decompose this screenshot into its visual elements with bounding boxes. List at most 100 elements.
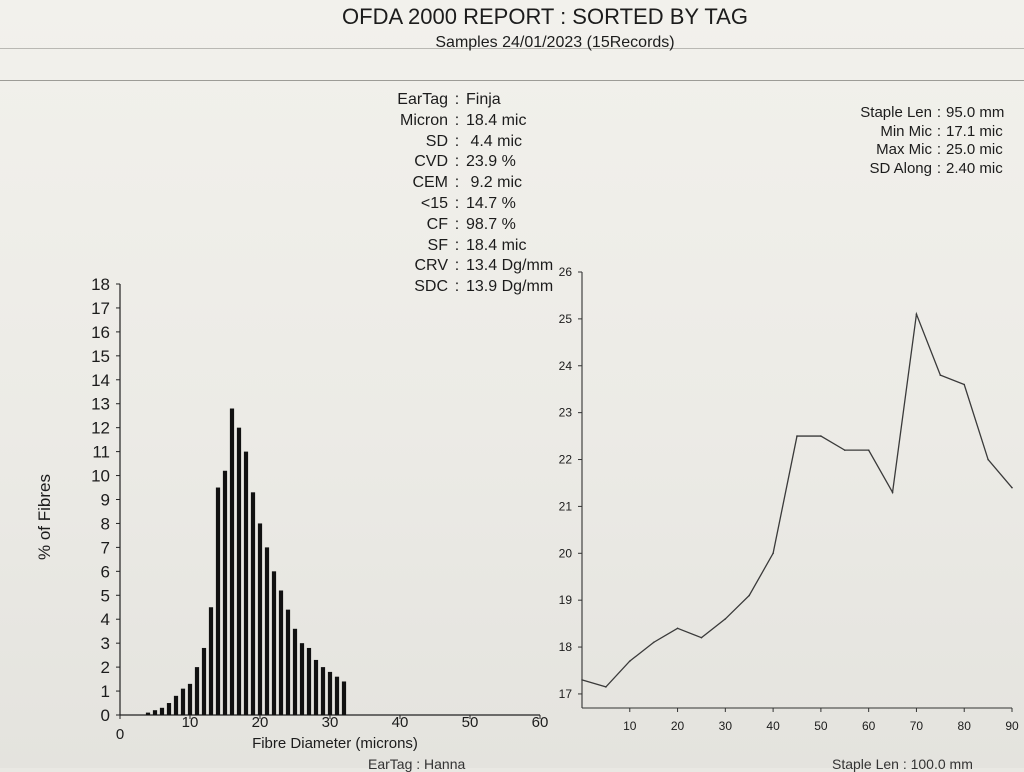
stats-row: CRV:13.4 Dg/mm <box>336 256 554 277</box>
histogram-bar <box>201 647 207 715</box>
diameter-profile-point <box>652 641 655 644</box>
stats-value: 18.4 mic <box>466 236 527 254</box>
right-stats-separator: : <box>936 141 942 158</box>
diameter-profile-point <box>915 313 918 315</box>
stats-value: 98.7 % <box>466 215 516 233</box>
stats-row: CEM: 9.2 mic <box>336 173 553 194</box>
diameter-profile-point <box>1011 486 1013 489</box>
stats-separator: : <box>454 132 460 150</box>
y-tick-label: 16 <box>91 323 110 342</box>
x-tick-label: 90 <box>1005 719 1019 733</box>
right-stats-row: Min Mic:17.1 mic <box>780 123 1004 142</box>
diameter-profile-point <box>700 636 703 639</box>
stats-separator: : <box>454 257 460 275</box>
x-tick-label: 20 <box>671 719 685 733</box>
histogram-bar <box>166 703 172 715</box>
stats-label: CF <box>426 215 448 233</box>
y-tick-label: 18 <box>91 275 110 294</box>
y-tick-label: 20 <box>559 546 573 560</box>
y-tick-label: 13 <box>91 395 110 414</box>
next-record-eartag: EarTag : Hanna <box>368 756 466 772</box>
right-stats-separator: : <box>936 159 942 177</box>
histogram-bar <box>236 427 242 715</box>
right-stats-row: SD Along:2.40 mic <box>780 160 1004 179</box>
diameter-profile-point <box>605 686 607 688</box>
stats-separator: : <box>454 194 460 212</box>
stats-label: CEM <box>412 174 448 192</box>
stats-row: SD: 4.4 mic <box>336 132 553 153</box>
y-tick-label: 17 <box>559 687 573 701</box>
diameter-profile-point <box>676 627 679 630</box>
histogram-bar <box>264 547 270 715</box>
right-stats-label: Min Mic <box>880 122 932 140</box>
x-tick-label: 60 <box>532 714 549 731</box>
staple-stats: Staple Len:95.0 mm Min Mic:17.1 mic Max Mi… <box>780 104 1004 178</box>
stats-value: 13.9 Dg/mm <box>466 278 554 296</box>
diameter-profile-point <box>724 618 727 620</box>
histogram-bar <box>320 667 326 715</box>
histogram-bar <box>327 671 333 715</box>
y-tick-label: 3 <box>101 634 110 653</box>
right-stats-value: 2.40 mic <box>946 159 1003 177</box>
next-record-staple-length: Staple Len : 100.0 mm <box>832 756 973 772</box>
stats-row: EarTag: Finja <box>336 90 553 111</box>
y-tick-label: 26 <box>559 265 573 279</box>
histogram-bar <box>271 571 277 715</box>
y-tick-label: 11 <box>92 443 110 462</box>
stats-label: SF <box>427 236 448 254</box>
x-tick-label: 30 <box>719 719 733 733</box>
x-tick-label: 20 <box>252 714 269 731</box>
y-tick-label: 17 <box>91 299 110 318</box>
y-axis-label: % of Fibres <box>35 474 54 560</box>
y-tick-label: 0 <box>101 706 110 725</box>
right-stats-label: Staple Len <box>860 104 932 121</box>
report-subtitle: Samples 24/01/2023 (15Records) <box>435 34 675 51</box>
y-tick-label: 22 <box>559 453 573 467</box>
diameter-profile-point <box>748 594 751 597</box>
stats-value: 18.4 mic <box>466 111 527 129</box>
diameter-profile-point <box>843 449 846 451</box>
y-tick-label: 6 <box>101 562 110 581</box>
stats-value: 23.9 % <box>466 153 516 171</box>
right-stats-label: SD Along <box>869 159 932 177</box>
stats-label: CVD <box>414 153 448 171</box>
right-stats-value: 95.0 mm <box>946 104 1005 121</box>
sample-stats: EarTag: Finja Micron:18.4 mic SD: 4.4 mic CV… <box>336 90 553 298</box>
stats-value: 4.4 mic <box>466 132 523 150</box>
diameter-profile-point <box>820 435 822 437</box>
y-tick-label: 7 <box>101 538 110 557</box>
stats-label: Micron <box>399 111 448 129</box>
diameter-profile-point <box>772 552 774 555</box>
x-tick-label: 70 <box>910 719 924 733</box>
diameter-profile-line <box>581 311 1013 688</box>
right-stats-label: Max Mic <box>876 141 932 158</box>
report-title: OFDA 2000 REPORT : SORTED BY TAG <box>342 4 748 29</box>
right-stats-separator: : <box>936 104 942 121</box>
x-tick-label: 50 <box>462 714 479 731</box>
x-tick-label: 0 <box>116 726 124 743</box>
y-tick-label: 4 <box>101 610 110 629</box>
stats-label: SDC <box>414 278 448 296</box>
y-tick-label: 19 <box>559 593 573 607</box>
x-tick-label: 40 <box>392 714 409 731</box>
diameter-profile-point <box>987 458 989 461</box>
y-tick-label: 10 <box>91 467 110 486</box>
histogram-bar <box>250 492 256 715</box>
y-tick-label: 25 <box>559 312 573 326</box>
y-tick-label: 23 <box>559 406 573 420</box>
histogram-bar <box>173 695 179 715</box>
y-tick-label: 21 <box>559 499 573 513</box>
y-tick-label: 8 <box>101 514 110 533</box>
y-tick-label: 18 <box>559 640 573 654</box>
right-stats-value: 25.0 mic <box>946 141 1003 158</box>
diameter-profile-point <box>963 383 966 386</box>
histogram-bar <box>278 590 284 715</box>
x-tick-label: 60 <box>862 719 876 733</box>
x-tick-label: 10 <box>182 714 199 731</box>
diameter-profile-point <box>628 660 631 662</box>
histogram-bar <box>257 523 263 715</box>
y-tick-label: 12 <box>91 419 110 438</box>
stats-separator: : <box>454 174 460 192</box>
